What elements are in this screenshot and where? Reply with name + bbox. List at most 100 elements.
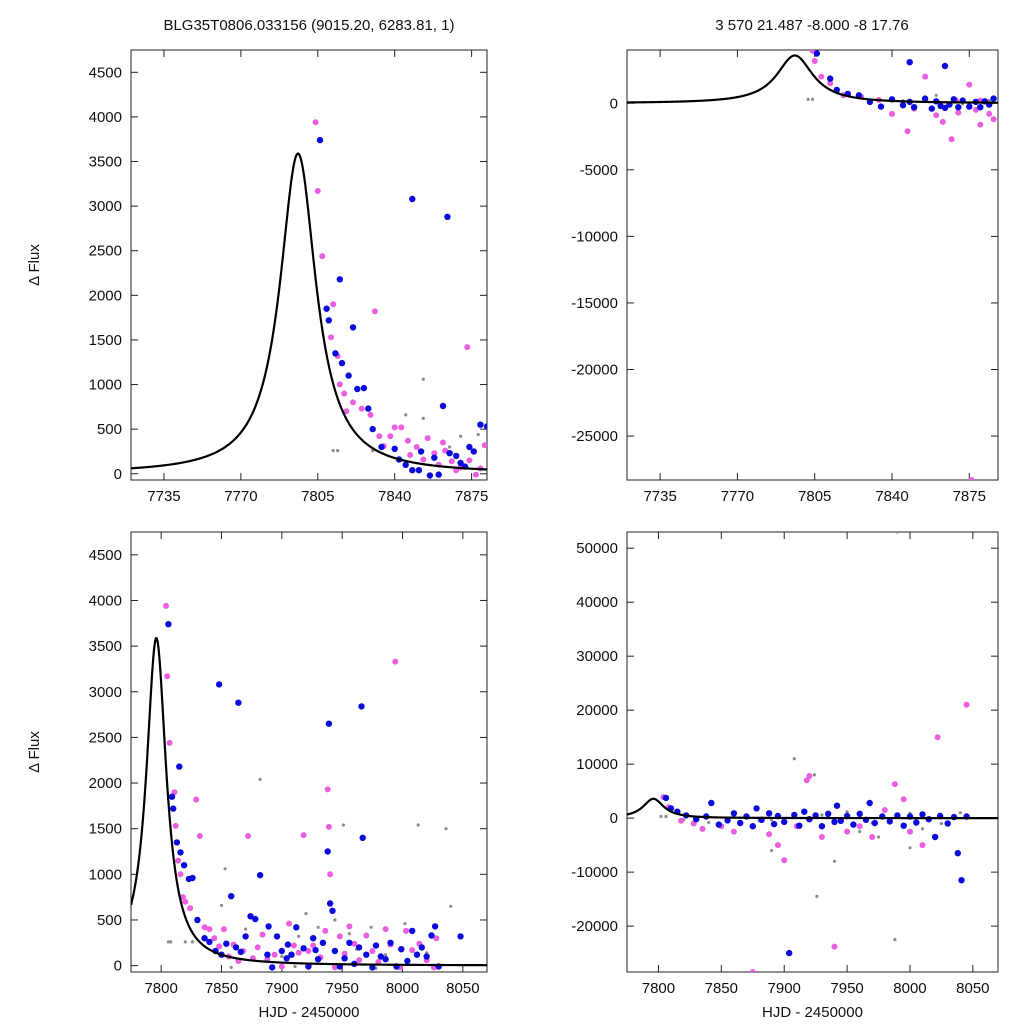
data-point-gray — [820, 813, 824, 817]
data-point-gray — [459, 434, 463, 438]
y-tick-label: 0 — [610, 810, 618, 827]
data-point-magenta — [220, 926, 227, 933]
x-tick-label: 7900 — [265, 980, 298, 997]
data-point-magenta — [369, 948, 376, 954]
data-point-blue — [753, 805, 760, 812]
data-point-gray — [190, 940, 195, 944]
data-point-magenta — [322, 927, 329, 934]
data-point-blue — [372, 942, 380, 949]
data-point-magenta — [907, 828, 913, 835]
data-point-magenta — [818, 73, 825, 80]
data-point-blue — [941, 104, 949, 112]
data-point-magenta — [404, 437, 411, 444]
data-point-blue — [906, 59, 913, 66]
y-tick-label: -10000 — [571, 228, 618, 245]
data-points — [806, 50, 997, 480]
data-point-blue — [899, 102, 907, 109]
data-point-gray — [304, 912, 308, 916]
data-point-gray — [166, 940, 170, 944]
data-point-gray — [476, 432, 480, 437]
data-point-blue — [409, 195, 416, 203]
data-point-blue — [417, 448, 425, 455]
data-point-blue — [170, 805, 177, 812]
y-tick-label: 2500 — [89, 729, 122, 746]
data-point-magenta — [881, 807, 888, 813]
y-tick-label: 1000 — [89, 377, 122, 394]
data-point-blue — [801, 808, 808, 815]
data-point-magenta — [201, 924, 208, 931]
x-tick-label: 7735 — [147, 488, 180, 505]
data-point-blue — [215, 681, 223, 688]
y-tick-label: 30000 — [576, 648, 618, 665]
data-point-blue — [453, 452, 460, 460]
y-tick-label: 2000 — [89, 775, 122, 792]
data-point-magenta — [179, 894, 186, 901]
data-point-magenta — [290, 942, 297, 949]
data-point-magenta — [319, 253, 326, 260]
data-point-magenta — [376, 433, 383, 440]
data-point-blue — [360, 384, 368, 392]
data-point-gray — [293, 964, 297, 969]
data-point-blue — [331, 947, 339, 955]
data-point-magenta — [844, 828, 851, 835]
x-tick-label: 8050 — [956, 980, 989, 997]
x-tick-label: 7900 — [768, 980, 801, 997]
data-point-blue — [326, 900, 334, 907]
data-point-magenta — [346, 923, 353, 930]
data-point-magenta — [367, 411, 374, 418]
data-point-blue — [466, 443, 473, 451]
data-point-gray — [448, 445, 452, 449]
data-point-gray — [792, 757, 796, 761]
y-tick-label: 0 — [114, 958, 122, 975]
x-tick-label: 7840 — [378, 488, 411, 505]
data-point-magenta — [175, 857, 182, 864]
y-tick-label: 10000 — [576, 756, 618, 773]
data-point-blue — [252, 915, 259, 923]
data-point-gray — [331, 449, 335, 453]
data-point-magenta — [312, 119, 319, 126]
data-point-magenta — [182, 898, 189, 905]
data-point-magenta — [904, 128, 911, 135]
data-point-blue — [336, 276, 343, 283]
data-point-blue — [176, 763, 183, 770]
data-point-blue — [928, 105, 935, 112]
data-point-magenta — [163, 602, 169, 609]
data-point-magenta — [193, 796, 200, 803]
chart-panel-top-right: 7735 7770 7805 7840 7875 0 -5000 -10000 -15000 -2… — [571, 49, 999, 505]
model-curve — [131, 152, 487, 471]
data-point-gray — [893, 938, 897, 942]
data-point-gray — [416, 823, 420, 827]
y-tick-label: 0 — [114, 466, 122, 483]
data-point-magenta — [806, 773, 813, 779]
data-point-blue — [431, 923, 439, 930]
data-point-blue — [457, 933, 464, 940]
data-point-blue — [791, 811, 798, 819]
data-point-blue — [446, 450, 453, 457]
data-point-magenta — [811, 58, 818, 64]
data-point-blue — [325, 720, 333, 727]
y-tick-label: 4000 — [89, 592, 122, 609]
data-point-blue — [312, 946, 319, 954]
data-point-blue — [423, 953, 430, 960]
model-curve — [627, 54, 998, 104]
data-point-magenta — [166, 739, 173, 746]
y-tick-label: 0 — [610, 95, 618, 112]
data-point-blue — [228, 893, 235, 900]
data-point-blue — [871, 819, 878, 827]
data-point-blue — [925, 816, 932, 823]
data-point-gray — [169, 940, 173, 944]
data-point-blue — [369, 964, 376, 971]
data-point-magenta — [187, 905, 194, 912]
x-tick-label: 7800 — [642, 980, 675, 997]
data-point-magenta — [387, 433, 394, 440]
data-point-magenta — [271, 951, 278, 958]
data-point-magenta — [330, 301, 337, 308]
y-tick-label: 50000 — [576, 540, 618, 557]
data-point-gray — [333, 918, 337, 922]
data-point-magenta — [464, 344, 471, 351]
data-point-blue — [415, 467, 423, 474]
data-point-magenta — [305, 948, 312, 954]
data-point-blue — [316, 136, 324, 144]
data-point-blue — [365, 405, 372, 412]
data-point-magenta — [216, 943, 223, 950]
